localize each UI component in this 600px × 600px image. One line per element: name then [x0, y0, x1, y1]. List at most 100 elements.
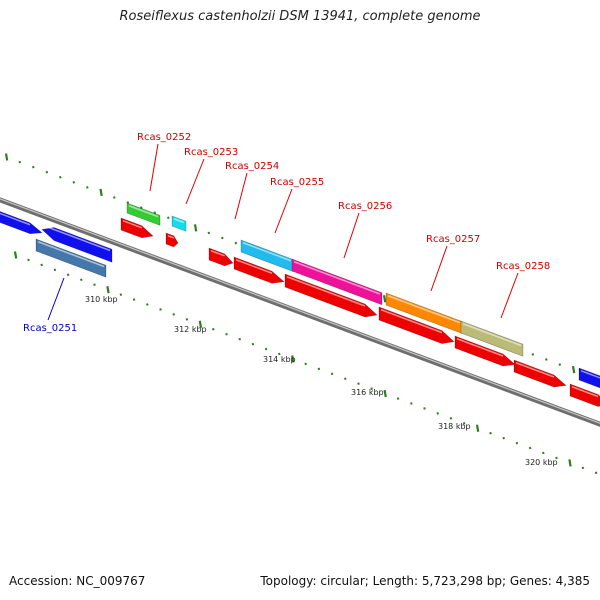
feature-tracks: [0, 202, 600, 407]
label-leader-lines: [47, 143, 519, 321]
red-cds-arrow-sheen: [515, 362, 555, 378]
genome-backbone: [0, 197, 600, 427]
minor-tick: [132, 298, 136, 301]
red-cds-arrow: [569, 383, 600, 407]
minor-tick: [581, 466, 585, 470]
minor-tick: [221, 236, 224, 240]
blue-cds-arrow-sheen: [43, 225, 111, 252]
minor-tick: [462, 422, 466, 425]
minor-tick: [555, 456, 558, 460]
minor-tick: [27, 258, 30, 262]
minor-tick: [207, 231, 211, 235]
minor-tick: [93, 283, 96, 286]
major-tick: [475, 424, 480, 432]
genome-summary-text: Topology: circular; Length: 5,723,298 bp…: [260, 574, 590, 588]
scale-label: 314 kbp: [263, 355, 296, 364]
major-tick: [291, 355, 295, 363]
gene-label: Rcas_0256: [338, 201, 392, 212]
minor-tick: [545, 358, 548, 361]
minor-tick: [410, 402, 413, 405]
green-gene-block-sheen: [128, 205, 159, 218]
minor-tick: [59, 175, 62, 179]
gene-label: Rcas_0253: [184, 147, 238, 158]
minor-tick: [528, 446, 532, 450]
cyan-gene-block-sheen: [173, 218, 185, 224]
minor-tick: [86, 186, 89, 189]
gene-label: Rcas_0251: [23, 323, 77, 334]
minor-tick: [515, 441, 519, 445]
backbone-highlight: [0, 198, 600, 424]
gene-labels: Rcas_0251 Rcas_0252 Rcas_0253 Rcas_0254 Rcas…: [23, 132, 550, 334]
minor-tick: [66, 273, 70, 277]
minor-tick: [264, 347, 268, 351]
minor-tick: [159, 308, 162, 311]
red-cds-arrow-sheen: [571, 386, 599, 398]
red-cds-arrow-sheen: [456, 338, 504, 357]
major-tick: [106, 285, 110, 294]
minor-tick: [436, 412, 439, 415]
red-cds-arrow-sheen: [122, 220, 143, 229]
minor-tick: [558, 363, 562, 366]
gene-label: Rcas_0257: [426, 234, 480, 245]
khaki-gene-block: [460, 320, 524, 357]
minor-tick: [317, 367, 321, 371]
cyan-gene-block: [171, 215, 187, 232]
blue-cds-arrow: [41, 227, 113, 263]
minor-tick: [212, 327, 215, 331]
minor-tick: [153, 211, 157, 214]
scale-labels: 310 kbp 312 kbp 314 kbp 316 kbp 318 kbp 320 k…: [85, 295, 558, 467]
minor-tick: [370, 387, 373, 390]
steelblue-gene-block-sheen: [37, 241, 105, 268]
inner-tick-ring: [13, 251, 598, 475]
major-tick: [383, 389, 387, 398]
minor-tick: [251, 342, 255, 346]
scale-label: 320 kbp: [525, 458, 558, 467]
minor-tick: [167, 216, 170, 220]
minor-tick: [357, 382, 360, 385]
orange-gene-block-sheen: [387, 295, 461, 324]
scale-label: 318 kbp: [438, 422, 471, 431]
red-cds-arrow-sheen: [210, 250, 225, 257]
steelblue-gene-block: [35, 238, 107, 278]
major-tick: [99, 188, 103, 197]
gene-label: Rcas_0252: [137, 132, 191, 143]
leader-line: [47, 277, 65, 321]
genome-title: Roseiflexus castenholzii DSM 13941, comp…: [119, 9, 481, 24]
minor-tick: [542, 451, 545, 455]
major-tick: [4, 153, 9, 161]
blue-cds-arrow-sheen: [0, 212, 31, 226]
gene-label: Rcas_0255: [270, 177, 324, 188]
minor-tick: [18, 160, 22, 164]
minor-tick: [185, 318, 189, 321]
backbone-line: [0, 197, 600, 427]
skyblue-gene-block-sheen: [242, 242, 292, 262]
minor-tick: [172, 313, 175, 316]
minor-tick: [140, 206, 143, 209]
minor-tick: [32, 165, 35, 169]
minor-tick: [234, 241, 238, 245]
minor-tick: [304, 362, 307, 366]
leader-line: [234, 172, 248, 220]
red-cds-arrow-sheen: [380, 309, 443, 334]
minor-tick: [53, 268, 57, 272]
minor-tick: [119, 293, 123, 296]
minor-tick: [396, 397, 400, 400]
leader-line: [274, 188, 293, 234]
red-cds-arrow: [513, 359, 567, 388]
minor-tick: [126, 201, 130, 204]
minor-tick: [489, 431, 492, 435]
major-tick: [382, 295, 387, 303]
minor-tick: [45, 170, 49, 174]
major-tick: [193, 224, 198, 232]
accession-text: Accession: NC_009767: [9, 574, 146, 588]
major-tick: [198, 320, 203, 328]
minor-tick: [225, 332, 228, 336]
khaki-gene-block-sheen: [462, 323, 522, 347]
minor-tick: [80, 278, 83, 282]
magenta-gene-block: [291, 258, 383, 306]
minor-tick: [531, 353, 535, 356]
blue-gene-block: [578, 367, 600, 389]
leader-line: [430, 245, 448, 292]
red-cds-arrow: [165, 232, 179, 248]
